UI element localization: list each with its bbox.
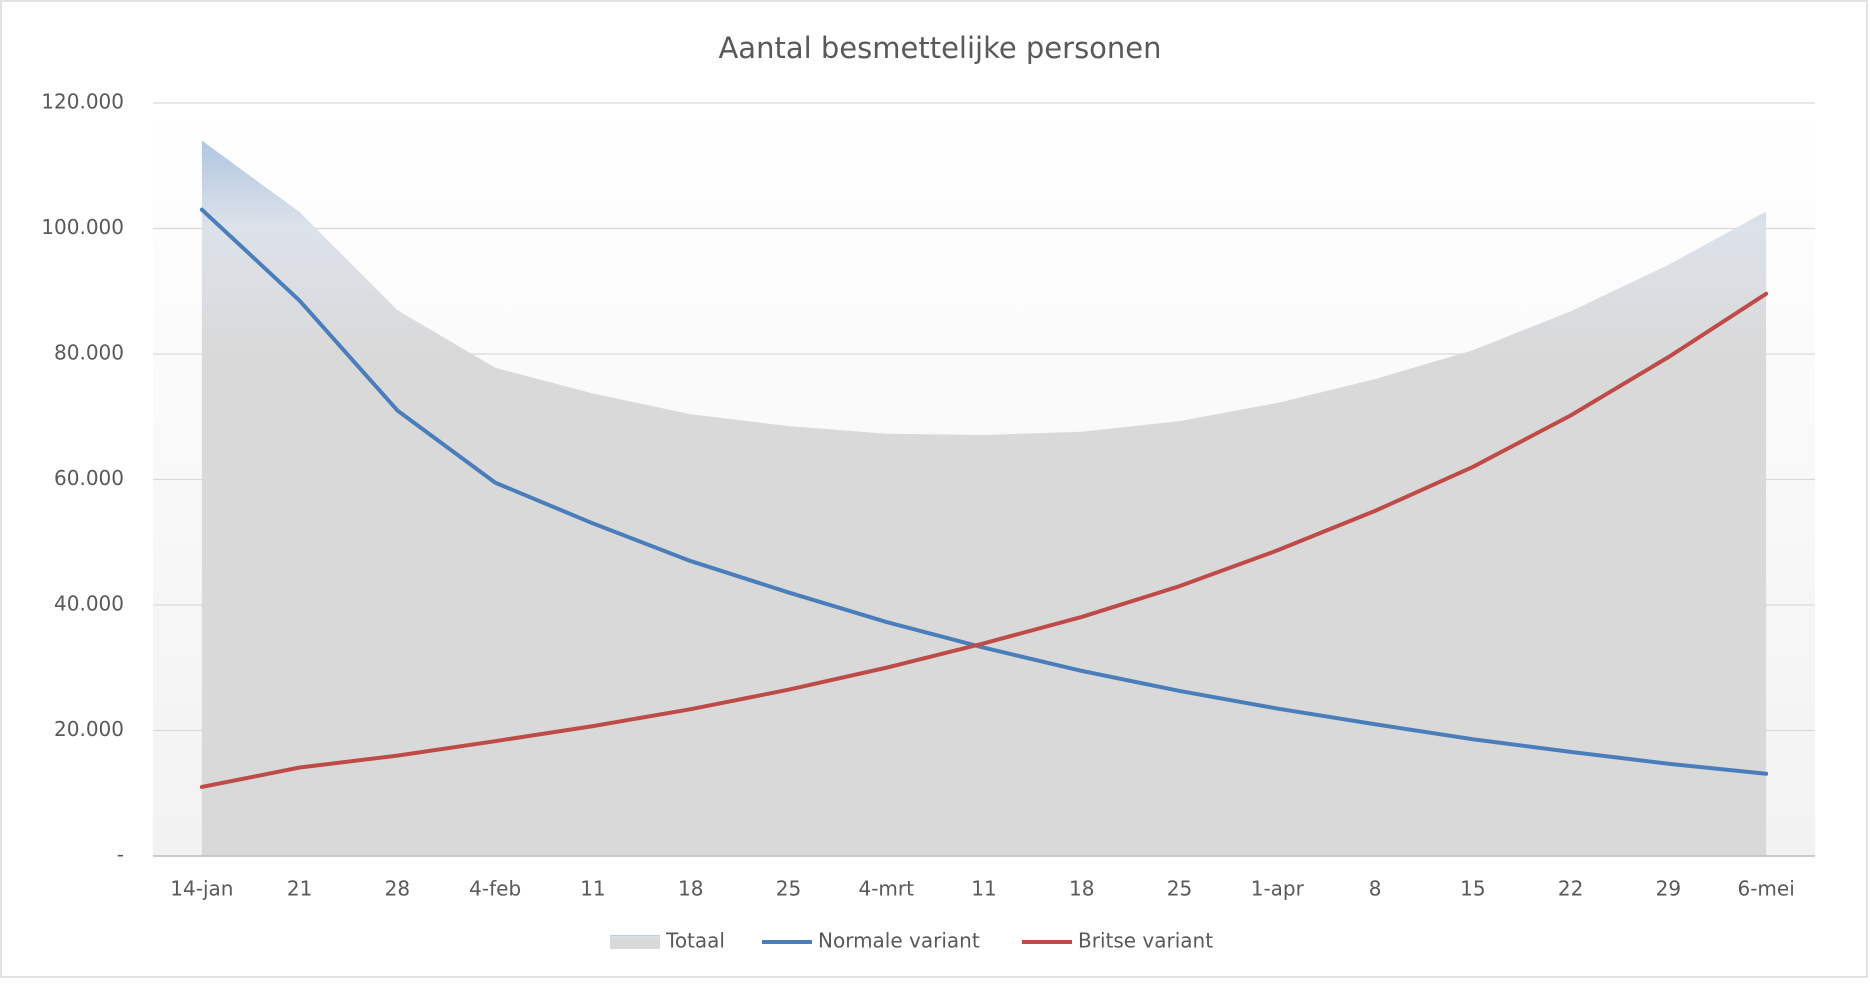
x-tick-label: 15	[1460, 877, 1485, 901]
x-tick-label: 8	[1369, 877, 1382, 901]
x-tick-label: 28	[385, 877, 410, 901]
x-tick-label: 6-mei	[1737, 877, 1794, 901]
x-tick-label: 11	[580, 877, 605, 901]
y-tick-label: 120.000	[41, 90, 124, 114]
x-tick-label: 22	[1558, 877, 1583, 901]
x-tick-label: 25	[1167, 877, 1192, 901]
y-tick-label: 40.000	[54, 592, 124, 616]
y-tick-label: 20.000	[54, 717, 124, 741]
y-tick-label: -	[117, 843, 124, 867]
x-tick-label: 1-apr	[1251, 877, 1305, 901]
y-tick-label: 60.000	[54, 466, 124, 490]
x-tick-label: 21	[287, 877, 312, 901]
line	[199, 207, 1769, 776]
y-tick-label: 100.000	[41, 215, 124, 239]
x-tick-label: 4-feb	[469, 877, 521, 901]
y-tick-label: 80.000	[54, 341, 124, 365]
legend-label: Britse variant	[1078, 929, 1213, 953]
x-tick-label: 4-mrt	[858, 877, 914, 901]
chart-title: Aantal besmettelijke personen	[718, 31, 1161, 65]
x-tick-label: 14-jan	[170, 877, 233, 901]
line	[199, 291, 1769, 789]
legend-swatch	[610, 935, 660, 949]
x-tick-label: 25	[776, 877, 801, 901]
legend-label: Totaal	[665, 929, 725, 953]
x-tick-label: 11	[971, 877, 996, 901]
x-tick-label: 18	[678, 877, 703, 901]
x-tick-label: 29	[1656, 877, 1681, 901]
area	[201, 140, 1767, 856]
legend-label: Normale variant	[818, 929, 980, 953]
x-tick-label: 18	[1069, 877, 1094, 901]
